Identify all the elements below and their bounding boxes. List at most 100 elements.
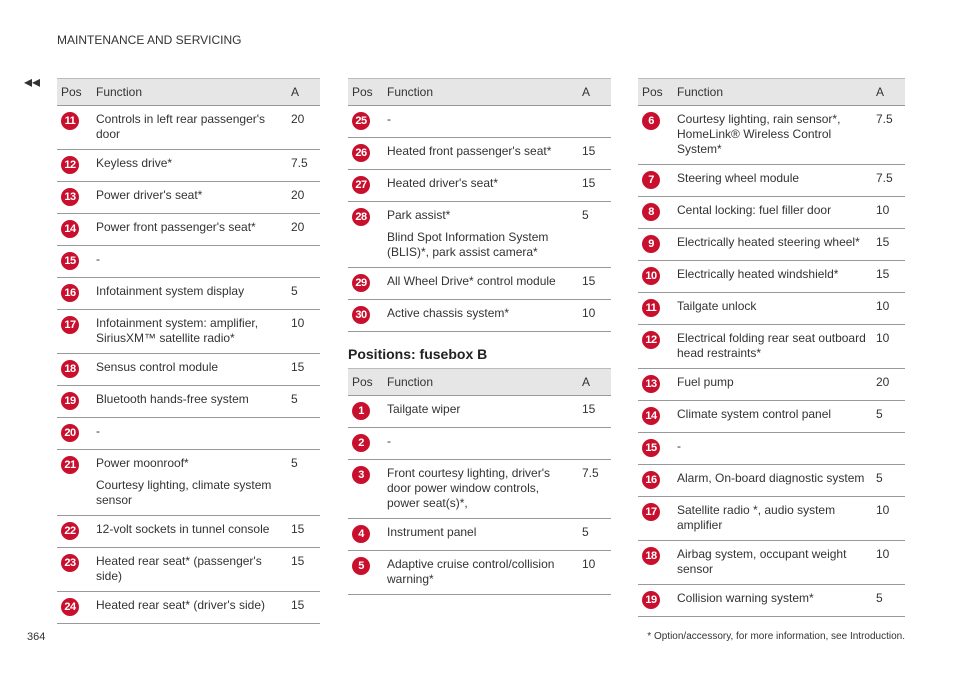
function-cell: Courtesy lighting, rain sensor*, HomeLin… — [673, 105, 872, 165]
pos-cell: 8 — [638, 196, 673, 229]
row: 18 Airbag system, occupant weight sensor 1… — [638, 540, 905, 585]
function-cell: Heated rear seat* (driver's side) — [92, 591, 287, 624]
pos-cell: 3 — [348, 459, 383, 519]
pos-cell: 13 — [638, 368, 673, 401]
amp-value: 5 — [876, 591, 883, 605]
function-text: - — [387, 434, 391, 448]
function-text: Tailgate unlock — [677, 299, 757, 313]
amp-value: 7.5 — [291, 156, 308, 170]
pos-cell: 20 — [57, 417, 92, 450]
pos-badge: 17 — [642, 503, 660, 521]
amp-cell: 5 — [287, 449, 320, 516]
row: 4 Instrument panel 5 — [348, 518, 611, 551]
pos-cell: 2 — [348, 427, 383, 460]
pos-cell: 11 — [638, 292, 673, 325]
amp-value: 5 — [291, 392, 298, 406]
amp-value: 10 — [582, 557, 596, 571]
function-cell: Instrument panel — [383, 518, 578, 551]
function-cell: Steering wheel module — [673, 164, 872, 197]
amp-value: 10 — [876, 331, 890, 345]
fuse-table: Pos Function A 11 Controls in left rear pass… — [57, 78, 320, 624]
pos-cell: 6 — [638, 105, 673, 165]
function-text: - — [677, 439, 681, 453]
amp-cell: 15 — [872, 260, 905, 293]
amp-cell: 15 — [287, 515, 320, 548]
pos-badge: 21 — [61, 456, 79, 474]
function-text: Keyless drive* — [96, 156, 173, 170]
row: 15 - — [638, 432, 905, 465]
function-text: Heated front passenger's seat* — [387, 144, 552, 158]
function-cell: Park assist* Blind Spot Information Syste… — [383, 201, 578, 268]
row: 16 Alarm, On-board diagnostic system 5 — [638, 464, 905, 497]
amp-value: 15 — [291, 522, 305, 536]
function-text: 12-volt sockets in tunnel console — [96, 522, 270, 536]
function-cell: Climate system control panel — [673, 400, 872, 433]
pos-cell: 22 — [57, 515, 92, 548]
function-text: Adaptive cruise control/collision warnin… — [387, 557, 555, 586]
row: 15 - — [57, 245, 320, 278]
pos-badge: 4 — [352, 525, 370, 543]
pos-cell: 26 — [348, 137, 383, 170]
amp-cell: 10 — [872, 292, 905, 325]
function-text: Bluetooth hands-free system — [96, 392, 249, 406]
pos-cell: 12 — [638, 324, 673, 369]
column-header: A — [578, 78, 611, 106]
amp-value: 5 — [876, 407, 883, 421]
column-header: Function — [383, 78, 578, 106]
amp-value: 7.5 — [876, 112, 893, 126]
function-cell: Heated driver's seat* — [383, 169, 578, 202]
function-cell: Power front passenger's seat* — [92, 213, 287, 246]
amp-value: 7.5 — [582, 466, 599, 480]
row: 13 Power driver's seat* 20 — [57, 181, 320, 214]
pos-cell: 18 — [57, 353, 92, 386]
function-text: Power moonroof* — [96, 456, 189, 470]
row: 22 12-volt sockets in tunnel console 15 — [57, 515, 320, 548]
header-row: Pos Function A — [638, 78, 905, 106]
function-cell: All Wheel Drive* control module — [383, 267, 578, 300]
function-cell: Tailgate wiper — [383, 395, 578, 428]
amp-cell: 7.5 — [287, 149, 320, 182]
pos-cell: 19 — [57, 385, 92, 418]
function-text: Infotainment system display — [96, 284, 245, 298]
page-number: 364 — [27, 631, 46, 643]
row: 6 Courtesy lighting, rain sensor*, HomeLi… — [638, 105, 905, 165]
amp-cell: 15 — [578, 395, 611, 428]
header-row: Pos Function A — [57, 78, 320, 106]
function-text: Infotainment system: amplifier, SiriusXM… — [96, 316, 259, 345]
amp-cell: 7.5 — [872, 164, 905, 197]
pos-cell: 19 — [638, 584, 673, 617]
amp-cell — [287, 417, 320, 450]
function-cell: Airbag system, occupant weight sensor — [673, 540, 872, 585]
amp-cell: 15 — [287, 353, 320, 386]
column-header: A — [872, 78, 905, 106]
pos-badge: 25 — [352, 112, 370, 130]
pos-badge: 5 — [352, 557, 370, 575]
nav-back[interactable]: ◂◂ — [24, 74, 41, 91]
pos-cell: 15 — [57, 245, 92, 278]
pos-cell: 13 — [57, 181, 92, 214]
row: 12 Keyless drive* 7.5 — [57, 149, 320, 182]
column: Pos Function A 25-26 Heated front passenger'… — [348, 78, 611, 595]
table-wrap: Pos Function A 1 Tailgate wiper 15 2-3 Front co… — [348, 368, 611, 595]
row: 20 - — [57, 417, 320, 450]
pos-badge: 13 — [642, 375, 660, 393]
amp-cell: 20 — [287, 105, 320, 150]
amp-value: 10 — [582, 306, 596, 320]
pos-badge: 12 — [61, 156, 79, 174]
pos-badge: 11 — [642, 299, 660, 317]
function-cell: Sensus control module — [92, 353, 287, 386]
function-text: Collision warning system* — [677, 591, 814, 605]
pos-cell: 29 — [348, 267, 383, 300]
function-cell: Active chassis system* — [383, 299, 578, 332]
pos-badge: 11 — [61, 112, 79, 130]
pos-cell: 14 — [638, 400, 673, 433]
pos-cell: 16 — [57, 277, 92, 310]
pos-cell: 18 — [638, 540, 673, 585]
amp-value: 15 — [582, 274, 596, 288]
pos-cell: 12 — [57, 149, 92, 182]
table-wrap: Pos Function A 11 Controls in left rear pass… — [57, 78, 320, 624]
row: 27 Heated driver's seat* 15 — [348, 169, 611, 202]
amp-value: 5 — [582, 208, 589, 222]
amp-value: 5 — [291, 456, 298, 470]
